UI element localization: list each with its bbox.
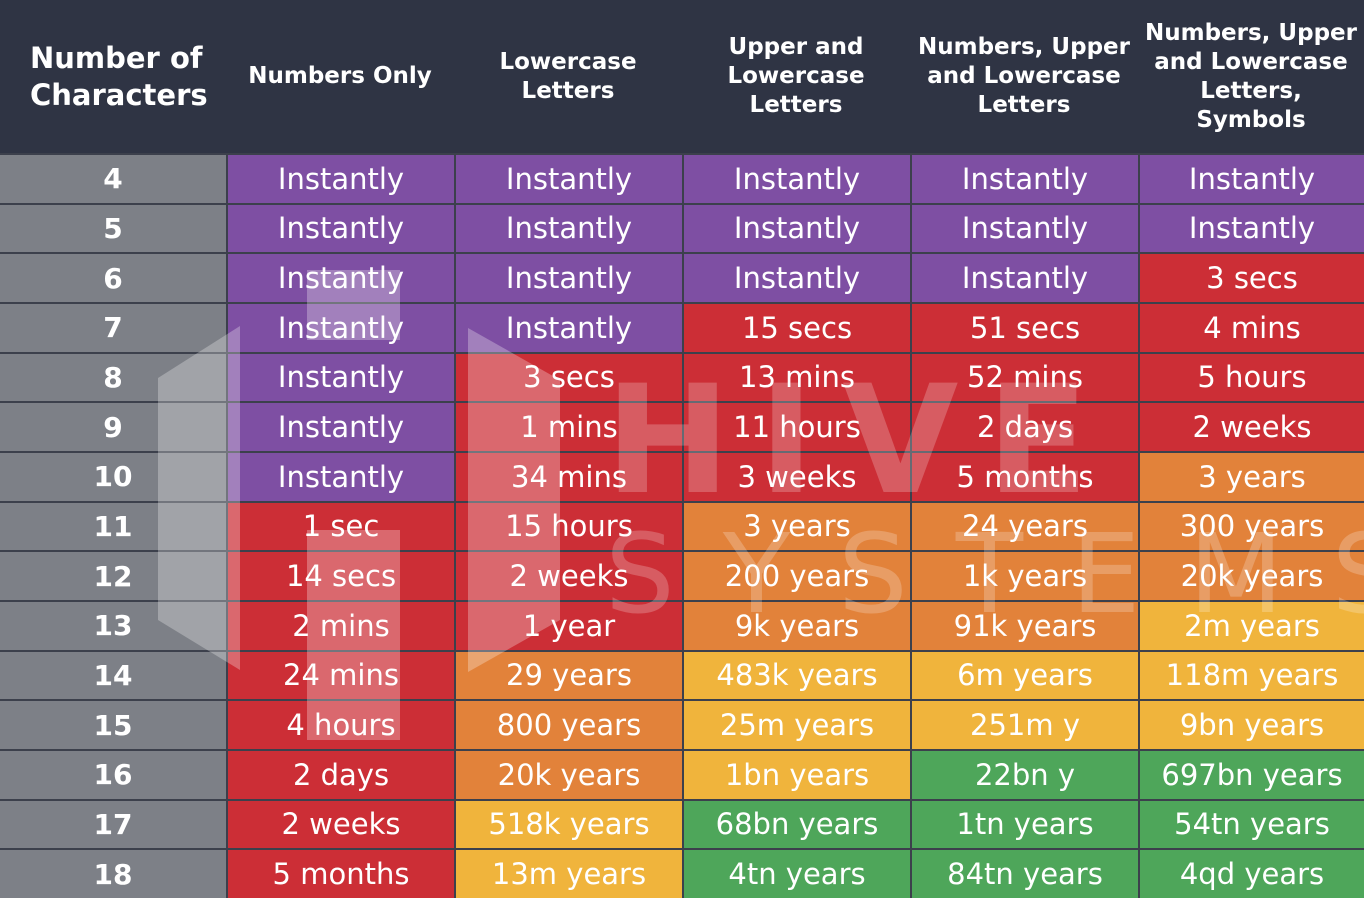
cell-5-col1: Instantly xyxy=(226,202,454,253)
cell-9-col1: Instantly xyxy=(226,401,454,451)
row-label-4: 4 xyxy=(0,153,226,203)
cell-5-col5: Instantly xyxy=(1138,202,1364,253)
cell-16-col4: 22bn y xyxy=(910,748,1138,799)
cell-6-col5: 3 secs xyxy=(1138,252,1364,302)
cell-16-col1: 2 days xyxy=(226,748,454,799)
row-label-17: 17 xyxy=(0,798,226,849)
cell-8-col1: Instantly xyxy=(226,351,454,402)
cell-14-col1: 24 mins xyxy=(226,649,454,700)
cell-6-col2: Instantly xyxy=(454,252,682,302)
cell-12-col2: 2 weeks xyxy=(454,550,682,600)
row-label-10: 10 xyxy=(0,450,226,501)
cell-15-col1: 4 hours xyxy=(226,699,454,749)
cell-11-col1: 1 sec xyxy=(226,500,454,551)
column-header-4: Numbers, Upper and Lowercase Letters xyxy=(910,0,1138,153)
cell-14-col5: 118m years xyxy=(1138,649,1364,700)
cell-15-col2: 800 years xyxy=(454,699,682,749)
row-label-12: 12 xyxy=(0,550,226,600)
cell-12-col1: 14 secs xyxy=(226,550,454,600)
cell-4-col1: Instantly xyxy=(226,153,454,203)
cell-18-col1: 5 months xyxy=(226,848,454,898)
column-header-5: Numbers, Upper and Lowercase Letters, Symb… xyxy=(1138,0,1364,153)
cell-8-col4: 52 mins xyxy=(910,351,1138,402)
cell-16-col3: 1bn years xyxy=(682,748,910,799)
row-label-15: 15 xyxy=(0,699,226,749)
cell-18-col5: 4qd years xyxy=(1138,848,1364,898)
cell-8-col3: 13 mins xyxy=(682,351,910,402)
column-header-1: Numbers Only xyxy=(226,0,454,153)
cell-7-col4: 51 secs xyxy=(910,301,1138,352)
cell-9-col4: 2 days xyxy=(910,401,1138,451)
row-label-14: 14 xyxy=(0,649,226,700)
row-label-11: 11 xyxy=(0,500,226,551)
cell-10-col3: 3 weeks xyxy=(682,450,910,501)
cell-9-col3: 11 hours xyxy=(682,401,910,451)
column-header-3: Upper and Lowercase Letters xyxy=(682,0,910,153)
cell-10-col5: 3 years xyxy=(1138,450,1364,501)
cell-4-col4: Instantly xyxy=(910,153,1138,203)
cell-17-col2: 518k years xyxy=(454,798,682,849)
cell-17-col4: 1tn years xyxy=(910,798,1138,849)
cell-14-col4: 6m years xyxy=(910,649,1138,700)
cell-17-col3: 68bn years xyxy=(682,798,910,849)
cell-16-col5: 697bn years xyxy=(1138,748,1364,799)
cell-13-col3: 9k years xyxy=(682,599,910,650)
header-number-of-characters: Number of Characters xyxy=(0,0,226,153)
cell-6-col1: Instantly xyxy=(226,252,454,302)
cell-18-col2: 13m years xyxy=(454,848,682,898)
cell-4-col5: Instantly xyxy=(1138,153,1364,203)
cell-15-col3: 25m years xyxy=(682,699,910,749)
row-label-8: 8 xyxy=(0,351,226,402)
cell-10-col1: Instantly xyxy=(226,450,454,501)
cell-11-col5: 300 years xyxy=(1138,500,1364,551)
row-label-16: 16 xyxy=(0,748,226,799)
cell-15-col4: 251m y xyxy=(910,699,1138,749)
cell-16-col2: 20k years xyxy=(454,748,682,799)
row-label-7: 7 xyxy=(0,301,226,352)
row-label-13: 13 xyxy=(0,599,226,650)
cell-7-col5: 4 mins xyxy=(1138,301,1364,352)
cell-8-col2: 3 secs xyxy=(454,351,682,402)
cell-18-col4: 84tn years xyxy=(910,848,1138,898)
row-label-9: 9 xyxy=(0,401,226,451)
cell-12-col5: 20k years xyxy=(1138,550,1364,600)
cell-12-col3: 200 years xyxy=(682,550,910,600)
cell-14-col2: 29 years xyxy=(454,649,682,700)
cell-7-col2: Instantly xyxy=(454,301,682,352)
cell-11-col2: 15 hours xyxy=(454,500,682,551)
row-label-18: 18 xyxy=(0,848,226,898)
cell-13-col1: 2 mins xyxy=(226,599,454,650)
cell-9-col2: 1 mins xyxy=(454,401,682,451)
cell-5-col2: Instantly xyxy=(454,202,682,253)
cell-4-col3: Instantly xyxy=(682,153,910,203)
cell-17-col1: 2 weeks xyxy=(226,798,454,849)
row-label-6: 6 xyxy=(0,252,226,302)
cell-11-col3: 3 years xyxy=(682,500,910,551)
cell-7-col1: Instantly xyxy=(226,301,454,352)
cell-7-col3: 15 secs xyxy=(682,301,910,352)
cell-10-col4: 5 months xyxy=(910,450,1138,501)
cell-11-col4: 24 years xyxy=(910,500,1138,551)
cell-6-col4: Instantly xyxy=(910,252,1138,302)
cell-12-col4: 1k years xyxy=(910,550,1138,600)
cell-15-col5: 9bn years xyxy=(1138,699,1364,749)
cell-9-col5: 2 weeks xyxy=(1138,401,1364,451)
cell-4-col2: Instantly xyxy=(454,153,682,203)
cell-8-col5: 5 hours xyxy=(1138,351,1364,402)
cell-5-col4: Instantly xyxy=(910,202,1138,253)
cell-13-col5: 2m years xyxy=(1138,599,1364,650)
column-header-2: Lowercase Letters xyxy=(454,0,682,153)
cell-6-col3: Instantly xyxy=(682,252,910,302)
cell-17-col5: 54tn years xyxy=(1138,798,1364,849)
cell-13-col4: 91k years xyxy=(910,599,1138,650)
cell-10-col2: 34 mins xyxy=(454,450,682,501)
cell-18-col3: 4tn years xyxy=(682,848,910,898)
cell-14-col3: 483k years xyxy=(682,649,910,700)
cell-13-col2: 1 year xyxy=(454,599,682,650)
cell-5-col3: Instantly xyxy=(682,202,910,253)
row-label-5: 5 xyxy=(0,202,226,253)
